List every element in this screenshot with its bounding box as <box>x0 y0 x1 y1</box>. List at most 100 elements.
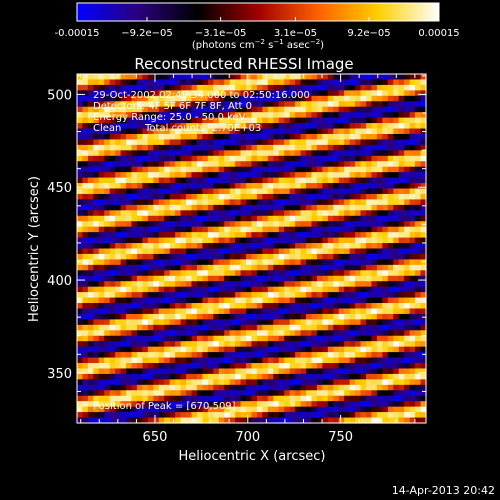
heatmap-cell <box>115 144 122 151</box>
heatmap-cell <box>256 221 263 228</box>
heatmap-cell <box>333 401 340 408</box>
heatmap-cell <box>202 95 209 102</box>
heatmap-cell <box>153 123 160 130</box>
heatmap-cell <box>224 412 231 419</box>
heatmap-cell <box>295 237 302 244</box>
heatmap-cell <box>398 84 405 91</box>
heatmap-cell <box>169 133 176 141</box>
heatmap-cell <box>169 117 176 124</box>
heatmap-cell <box>327 275 334 282</box>
heatmap-cell <box>109 139 116 146</box>
heatmap-cell <box>218 346 225 353</box>
heatmap-cell <box>306 90 313 97</box>
heatmap-cell <box>87 237 94 244</box>
heatmap-cell <box>360 74 367 81</box>
heatmap-cell <box>409 117 416 124</box>
heatmap-cell <box>327 390 334 397</box>
heatmap-cell <box>371 215 378 222</box>
heatmap-cell <box>246 84 253 91</box>
heatmap-cell <box>82 292 89 299</box>
heatmap-cell <box>213 117 220 124</box>
heatmap-cell <box>196 335 204 342</box>
heatmap-cell <box>115 412 122 419</box>
heatmap-cell <box>273 144 280 151</box>
heatmap-cell <box>382 292 389 299</box>
heatmap-cell <box>311 390 318 397</box>
heatmap-cell <box>246 232 253 239</box>
heatmap-cell <box>77 264 84 271</box>
heatmap-cell <box>327 95 334 102</box>
heatmap-cell <box>382 264 389 271</box>
heatmap-cell <box>295 123 302 130</box>
heatmap-cell <box>295 226 302 233</box>
heatmap-cell <box>387 232 394 239</box>
heatmap-cell <box>311 166 318 173</box>
heatmap-cell <box>126 303 133 310</box>
heatmap-cell <box>147 341 154 348</box>
heatmap-cell <box>186 346 193 353</box>
heatmap-cell <box>164 384 171 391</box>
heatmap-cell <box>229 417 236 424</box>
heatmap-cell <box>251 161 258 168</box>
heatmap-cell <box>164 379 171 386</box>
heatmap-cell <box>371 90 378 97</box>
heatmap-cell <box>278 341 285 348</box>
heatmap-cell <box>77 417 84 424</box>
heatmap-cell <box>376 401 383 408</box>
heatmap-cell <box>202 308 209 315</box>
heatmap-cell <box>289 155 296 162</box>
heatmap-cell <box>77 199 84 206</box>
heatmap-cell <box>240 172 247 179</box>
heatmap-cell <box>229 281 236 288</box>
heatmap-cell <box>278 210 285 217</box>
heatmap-cell <box>278 106 285 113</box>
heatmap-cell <box>120 373 127 380</box>
heatmap-cell <box>256 286 263 293</box>
heatmap-cell <box>295 232 302 239</box>
heatmap-cell <box>196 155 204 162</box>
heatmap-cell <box>322 281 329 288</box>
heatmap-cell <box>398 95 405 102</box>
heatmap-cell <box>196 215 204 222</box>
heatmap-cell <box>109 112 116 119</box>
heatmap-cell <box>344 237 351 244</box>
heatmap-cell <box>355 275 362 282</box>
heatmap-cell <box>207 237 214 244</box>
heatmap-cell <box>213 128 220 135</box>
heatmap-cell <box>371 155 378 162</box>
heatmap-cell <box>267 128 274 135</box>
heatmap-cell <box>387 150 394 157</box>
heatmap-cell <box>267 90 274 97</box>
heatmap-cell <box>131 101 138 108</box>
heatmap-cell <box>109 237 116 244</box>
heatmap-cell <box>393 95 400 102</box>
heatmap-cell <box>316 226 323 233</box>
heatmap-cell <box>306 95 313 102</box>
heatmap-cell <box>284 74 291 81</box>
heatmap-cell <box>267 253 274 260</box>
heatmap-cell <box>398 101 405 108</box>
heatmap-cell <box>77 95 84 102</box>
heatmap-cell <box>229 243 236 250</box>
heatmap-cell <box>420 401 427 408</box>
heatmap-cell <box>164 161 171 168</box>
heatmap-cell <box>393 384 400 391</box>
heatmap-cell <box>349 237 356 244</box>
heatmap-cell <box>262 259 269 266</box>
heatmap-cell <box>240 401 247 408</box>
heatmap-cell <box>158 112 165 119</box>
heatmap-cell <box>153 292 160 299</box>
heatmap-cell <box>164 155 171 162</box>
heatmap-cell <box>175 379 182 386</box>
heatmap-cell <box>175 281 182 288</box>
heatmap-cell <box>142 270 149 277</box>
heatmap-cell <box>169 215 176 222</box>
heatmap-cell <box>322 221 329 228</box>
heatmap-cell <box>382 286 389 293</box>
heatmap-cell <box>153 139 160 146</box>
heatmap-cell <box>300 144 307 151</box>
heatmap-cell <box>316 406 323 413</box>
heatmap-cell <box>191 166 198 173</box>
heatmap-cell <box>136 346 144 353</box>
heatmap-cell <box>398 324 405 331</box>
